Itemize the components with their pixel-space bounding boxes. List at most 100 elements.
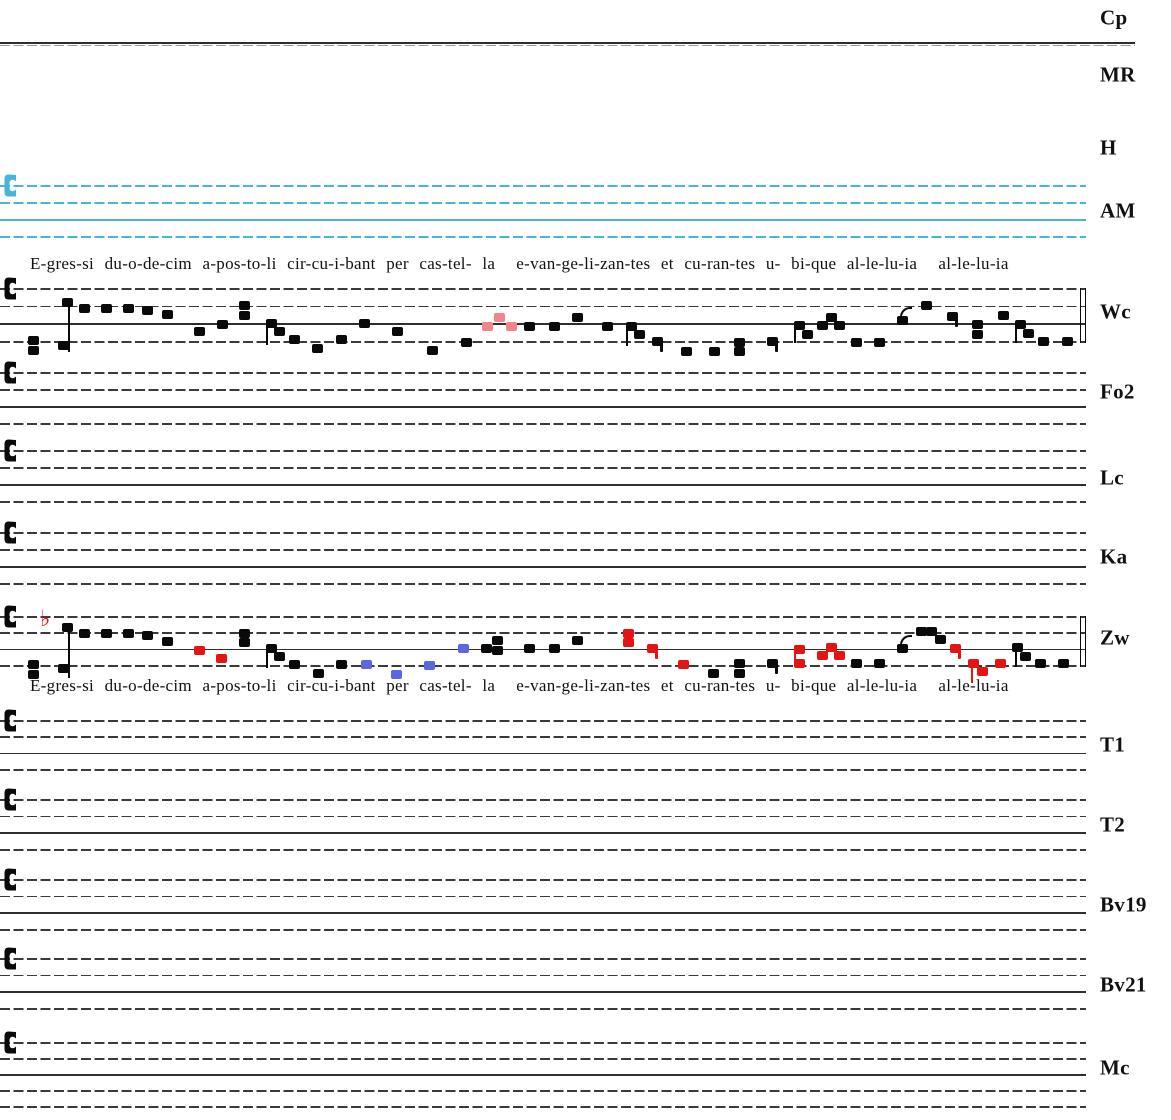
note[interactable] bbox=[571, 635, 583, 645]
staff-label-Mc[interactable]: Mc bbox=[1100, 1055, 1130, 1080]
note[interactable] bbox=[707, 668, 719, 678]
note[interactable] bbox=[390, 669, 402, 679]
note[interactable] bbox=[335, 334, 347, 344]
note[interactable] bbox=[766, 658, 778, 668]
note[interactable] bbox=[273, 651, 285, 661]
note[interactable] bbox=[193, 326, 205, 336]
note[interactable] bbox=[311, 343, 323, 353]
note[interactable] bbox=[423, 660, 435, 670]
staff-label-T2[interactable]: T2 bbox=[1100, 812, 1126, 837]
note[interactable] bbox=[816, 650, 828, 660]
note[interactable] bbox=[161, 636, 173, 646]
note[interactable] bbox=[57, 663, 69, 673]
note[interactable] bbox=[994, 658, 1006, 668]
note[interactable] bbox=[971, 319, 983, 329]
note[interactable] bbox=[216, 319, 228, 329]
note[interactable] bbox=[426, 345, 438, 355]
note[interactable] bbox=[625, 321, 637, 331]
staff-label-Ka[interactable]: Ka bbox=[1100, 544, 1128, 569]
note[interactable] bbox=[1037, 336, 1049, 346]
note[interactable] bbox=[833, 320, 845, 330]
note[interactable] bbox=[1034, 658, 1046, 668]
note[interactable] bbox=[391, 326, 403, 336]
note[interactable] bbox=[1011, 642, 1023, 652]
note[interactable] bbox=[238, 300, 250, 310]
staff-label-Cp[interactable]: Cp bbox=[1100, 5, 1128, 30]
note[interactable] bbox=[481, 321, 493, 331]
note[interactable] bbox=[708, 346, 720, 356]
note[interactable] bbox=[122, 303, 134, 313]
note[interactable] bbox=[680, 346, 692, 356]
note[interactable] bbox=[816, 320, 828, 330]
note[interactable] bbox=[622, 637, 634, 647]
note[interactable] bbox=[360, 659, 372, 669]
note[interactable] bbox=[193, 645, 205, 655]
note[interactable] bbox=[27, 335, 39, 345]
note[interactable] bbox=[873, 337, 885, 347]
note[interactable] bbox=[141, 630, 153, 640]
staff-label-T1[interactable]: T1 bbox=[1100, 732, 1126, 757]
note[interactable] bbox=[946, 311, 958, 321]
note[interactable] bbox=[100, 628, 112, 638]
note[interactable] bbox=[523, 643, 535, 653]
note[interactable] bbox=[793, 320, 805, 330]
note[interactable] bbox=[1022, 328, 1034, 338]
note[interactable] bbox=[273, 326, 285, 336]
note[interactable] bbox=[633, 329, 645, 339]
note[interactable] bbox=[793, 644, 805, 654]
note[interactable] bbox=[766, 336, 778, 346]
note[interactable] bbox=[833, 650, 845, 660]
note[interactable] bbox=[967, 658, 979, 668]
note[interactable] bbox=[733, 346, 745, 356]
note[interactable] bbox=[934, 634, 946, 644]
note[interactable] bbox=[457, 643, 469, 653]
note[interactable] bbox=[238, 628, 250, 638]
note[interactable] bbox=[505, 321, 517, 331]
note[interactable] bbox=[78, 628, 90, 638]
note[interactable] bbox=[646, 643, 658, 653]
note[interactable] bbox=[78, 303, 90, 313]
note[interactable] bbox=[288, 659, 300, 669]
note[interactable] bbox=[61, 622, 73, 632]
note[interactable] bbox=[161, 309, 173, 319]
note[interactable] bbox=[1061, 336, 1073, 346]
note[interactable] bbox=[677, 659, 689, 669]
note[interactable] bbox=[1019, 651, 1031, 661]
note[interactable] bbox=[949, 643, 961, 653]
note[interactable] bbox=[491, 645, 503, 655]
staff-label-Bv19[interactable]: Bv19 bbox=[1100, 892, 1147, 917]
note[interactable] bbox=[873, 658, 885, 668]
note[interactable] bbox=[915, 626, 927, 636]
staff-label-MR[interactable]: MR bbox=[1100, 62, 1136, 87]
note[interactable] bbox=[61, 297, 73, 307]
note[interactable] bbox=[265, 643, 277, 653]
note[interactable] bbox=[976, 666, 988, 676]
note[interactable] bbox=[622, 628, 634, 638]
note[interactable] bbox=[265, 318, 277, 328]
note[interactable] bbox=[571, 312, 583, 322]
note[interactable] bbox=[548, 643, 560, 653]
note[interactable] bbox=[1057, 658, 1069, 668]
staff-label-Bv21[interactable]: Bv21 bbox=[1100, 972, 1147, 997]
staff-label-Lc[interactable]: Lc bbox=[1100, 465, 1124, 490]
staff-label-Wc[interactable]: Wc bbox=[1100, 299, 1131, 324]
note[interactable] bbox=[57, 340, 69, 350]
note[interactable] bbox=[288, 334, 300, 344]
note[interactable] bbox=[335, 659, 347, 669]
note[interactable] bbox=[971, 329, 983, 339]
note[interactable] bbox=[523, 321, 535, 331]
note[interactable] bbox=[920, 300, 932, 310]
note[interactable] bbox=[27, 345, 39, 355]
staff-label-Zw[interactable]: Zw bbox=[1100, 625, 1130, 650]
note[interactable] bbox=[997, 310, 1009, 320]
note[interactable] bbox=[801, 329, 813, 339]
note[interactable] bbox=[27, 659, 39, 669]
note[interactable] bbox=[850, 337, 862, 347]
note[interactable] bbox=[651, 336, 663, 346]
note[interactable] bbox=[312, 668, 324, 678]
note[interactable] bbox=[850, 658, 862, 668]
note[interactable] bbox=[460, 337, 472, 347]
note[interactable] bbox=[925, 626, 937, 636]
note[interactable] bbox=[548, 321, 560, 331]
note[interactable] bbox=[733, 337, 745, 347]
